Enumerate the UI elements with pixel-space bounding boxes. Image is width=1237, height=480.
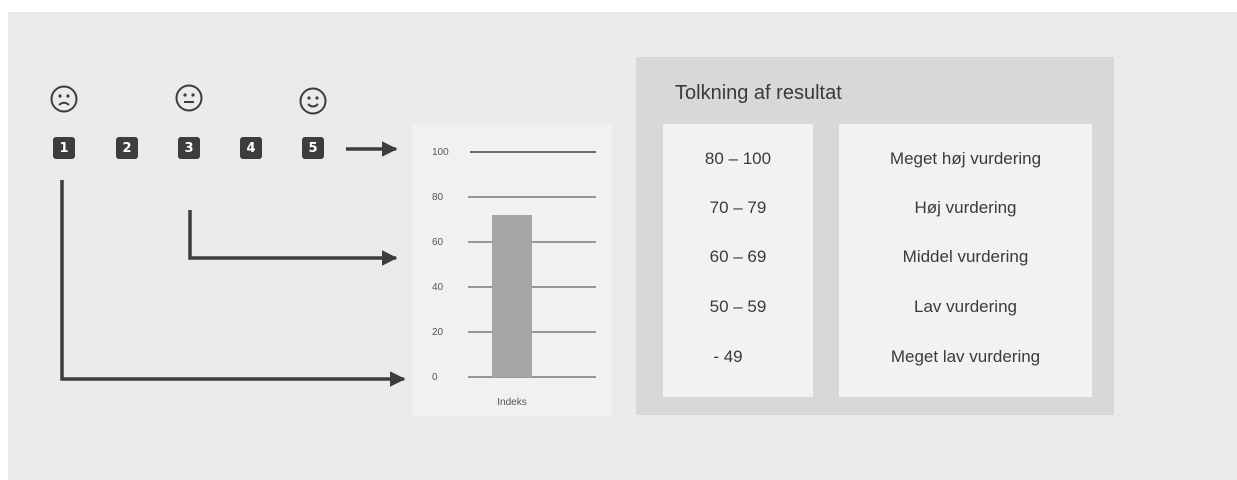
y-tick-label-0: 0 (432, 372, 438, 383)
rating-label: Lav vurdering (913, 297, 1017, 316)
score-range: - 49 (713, 347, 743, 366)
scale-number-1: 1 (53, 137, 75, 159)
y-tick-label-60: 60 (432, 237, 444, 248)
y-tick-label-100: 100 (432, 147, 449, 158)
neutral-face-icon (175, 84, 203, 112)
arrow-1-to-0 (60, 180, 406, 387)
score-range: 50 – 59 (709, 297, 767, 316)
index-bar-chart: 0 20 40 60 80 100 Indeks (412, 124, 612, 416)
rating-label: Høj vurdering (914, 198, 1017, 217)
rating-label: Meget lav vurdering (890, 347, 1041, 366)
scale-number-4: 4 (240, 137, 262, 159)
y-tick-label-40: 40 (432, 282, 444, 293)
rating-label: Middel vurdering (902, 247, 1029, 266)
interpretation-title: Tolkning af resultat (675, 82, 842, 104)
arrows (60, 141, 406, 387)
score-range: 60 – 69 (709, 247, 767, 266)
bar-indeks (492, 215, 532, 377)
scale-number-2: 2 (116, 137, 138, 159)
score-range: 70 – 79 (709, 198, 767, 217)
x-category-label: Indeks (497, 397, 526, 408)
arrow-3-to-60 (188, 210, 398, 266)
y-tick-label-80: 80 (432, 192, 444, 203)
sad-face-icon (50, 85, 78, 113)
range-column: 80 – 100 70 – 79 60 – 69 50 – 59 - 49 (663, 124, 813, 397)
y-tick-label-20: 20 (432, 327, 444, 338)
score-range: 80 – 100 (704, 149, 772, 168)
scale-number-5: 5 (302, 137, 324, 159)
scale-number-3: 3 (178, 137, 200, 159)
label-column: Meget høj vurdering Høj vurdering Middel v… (839, 124, 1092, 397)
happy-face-icon (299, 87, 327, 115)
rating-label: Meget høj vurdering (889, 149, 1042, 168)
